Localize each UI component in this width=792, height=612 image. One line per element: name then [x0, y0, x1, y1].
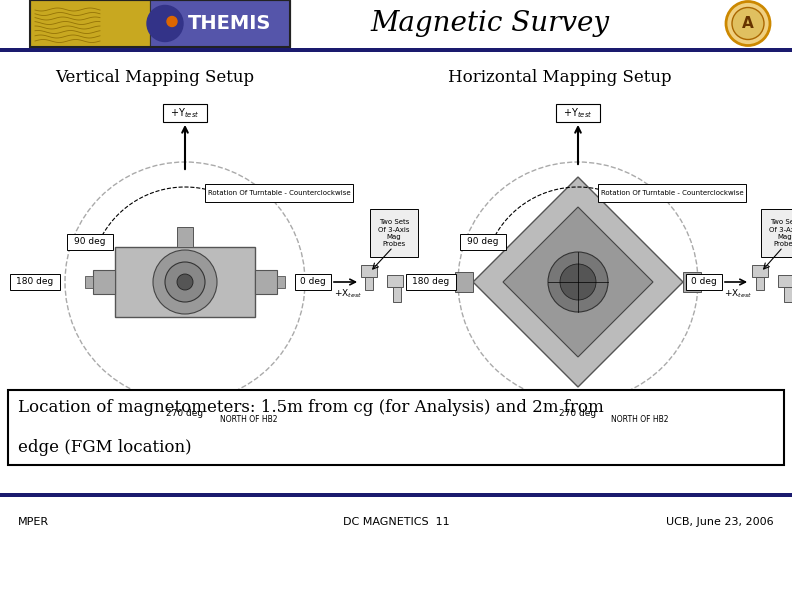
- Bar: [387, 275, 403, 287]
- Text: NORTH OF HB2: NORTH OF HB2: [220, 414, 278, 424]
- Text: +Y$_{test}$: +Y$_{test}$: [170, 106, 200, 120]
- Bar: [277, 276, 285, 288]
- Text: 90 deg: 90 deg: [74, 237, 106, 247]
- Bar: [556, 104, 600, 122]
- Text: Rotation Of Turntable - Counterclockwise: Rotation Of Turntable - Counterclockwise: [600, 190, 744, 196]
- Text: DC MAGNETICS  11: DC MAGNETICS 11: [343, 517, 449, 527]
- Text: Two Sets
Of 3-Axis
Mag
Probes: Two Sets Of 3-Axis Mag Probes: [769, 220, 792, 247]
- Bar: [365, 277, 373, 290]
- Bar: [455, 272, 473, 292]
- Text: Magnetic Survey: Magnetic Survey: [371, 10, 610, 37]
- Circle shape: [165, 262, 205, 302]
- Bar: [406, 274, 456, 290]
- Bar: [205, 184, 353, 202]
- Bar: [10, 274, 60, 290]
- Bar: [162, 406, 208, 422]
- Text: 0 deg: 0 deg: [691, 277, 717, 286]
- Text: THEMIS: THEMIS: [188, 14, 272, 33]
- Bar: [555, 406, 601, 422]
- Bar: [8, 390, 784, 465]
- Circle shape: [726, 1, 770, 45]
- Text: 0.25 m: 0.25 m: [325, 420, 353, 429]
- Bar: [93, 270, 115, 294]
- Bar: [30, 0, 290, 47]
- Text: Location of magnetometers: 1.5m from cg (for Analysis) and 2m from: Location of magnetometers: 1.5m from cg …: [18, 400, 604, 417]
- Text: 180 deg: 180 deg: [413, 277, 450, 286]
- Polygon shape: [473, 177, 683, 387]
- Circle shape: [732, 7, 764, 40]
- Bar: [606, 411, 674, 427]
- Bar: [30, 0, 150, 47]
- Bar: [0, 48, 792, 52]
- Text: edge (FGM location): edge (FGM location): [18, 439, 192, 455]
- Text: A: A: [742, 16, 754, 31]
- Bar: [295, 274, 331, 290]
- Circle shape: [548, 252, 608, 312]
- Bar: [150, 0, 290, 47]
- Text: Two Sets
Of 3-Axis
Mag
Probes: Two Sets Of 3-Axis Mag Probes: [379, 220, 409, 247]
- Circle shape: [560, 264, 596, 300]
- Bar: [778, 275, 792, 287]
- Text: UCB, June 23, 2006: UCB, June 23, 2006: [666, 517, 774, 527]
- Bar: [756, 277, 764, 290]
- Text: 180 deg: 180 deg: [17, 277, 54, 286]
- Text: 270 deg: 270 deg: [559, 409, 596, 419]
- Bar: [85, 276, 93, 288]
- Bar: [460, 234, 506, 250]
- Bar: [215, 411, 283, 427]
- Bar: [393, 287, 401, 302]
- Text: +X$_{test}$: +X$_{test}$: [724, 288, 752, 300]
- Text: 1.5 meters: 1.5 meters: [620, 420, 666, 429]
- Text: Rotation Of Turntable - Counterclockwise: Rotation Of Turntable - Counterclockwise: [208, 190, 350, 196]
- Bar: [784, 287, 792, 302]
- Text: MPER: MPER: [18, 517, 49, 527]
- Text: 1.5 meters: 1.5 meters: [227, 420, 272, 429]
- Circle shape: [153, 250, 217, 314]
- Text: 90 deg: 90 deg: [467, 237, 499, 247]
- Text: NORTH OF HB2: NORTH OF HB2: [611, 414, 668, 424]
- Bar: [361, 265, 377, 277]
- Circle shape: [147, 6, 183, 42]
- Bar: [686, 274, 722, 290]
- Bar: [67, 234, 113, 250]
- Polygon shape: [503, 207, 653, 357]
- Bar: [752, 265, 768, 277]
- Circle shape: [167, 17, 177, 26]
- Text: 0 deg: 0 deg: [300, 277, 326, 286]
- Text: 270 deg: 270 deg: [166, 409, 204, 419]
- Text: +X$_{test}$: +X$_{test}$: [334, 288, 362, 300]
- Bar: [370, 209, 418, 257]
- Bar: [177, 227, 193, 247]
- Bar: [598, 184, 746, 202]
- Text: 0.25 m: 0.25 m: [718, 420, 747, 429]
- Bar: [0, 493, 792, 497]
- Text: +Y$_{test}$: +Y$_{test}$: [563, 106, 592, 120]
- Text: Vertical Mapping Setup: Vertical Mapping Setup: [55, 69, 254, 86]
- Bar: [683, 272, 701, 292]
- Text: Horizontal Mapping Setup: Horizontal Mapping Setup: [448, 69, 672, 86]
- Bar: [163, 104, 207, 122]
- Bar: [255, 270, 277, 294]
- Bar: [115, 247, 255, 317]
- Circle shape: [177, 274, 193, 290]
- Bar: [761, 209, 792, 257]
